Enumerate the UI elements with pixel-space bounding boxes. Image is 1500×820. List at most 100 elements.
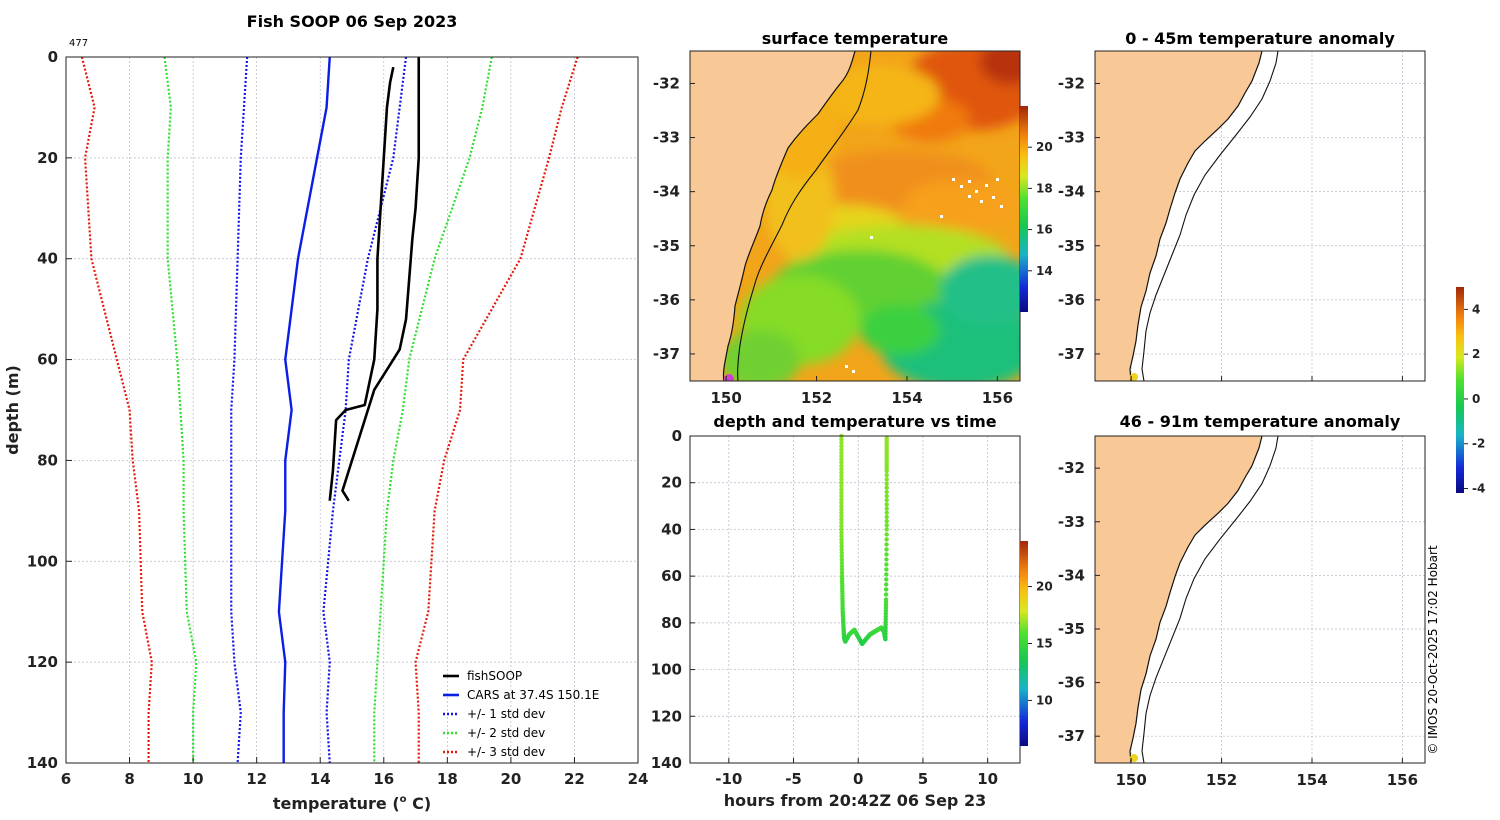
timeseries-point — [839, 530, 844, 535]
timeseries-point — [839, 540, 844, 545]
timeseries-point — [839, 513, 844, 519]
series-fish_down — [341, 57, 421, 502]
profile-legend: fishSOOP CARS at 37.4S 150.1E +/- 1 std de… — [443, 669, 599, 759]
profile-ytick-label: 140 — [27, 754, 58, 772]
profile-ytick-label: 80 — [37, 451, 58, 469]
profile-ytick-label: 60 — [37, 351, 58, 369]
timeseries-ytick-label: 80 — [661, 614, 682, 632]
timeseries-point — [884, 547, 889, 552]
timeseries-colorbar — [1020, 541, 1028, 746]
timeseries-point — [839, 457, 844, 462]
profile-xtick-label: 8 — [124, 770, 134, 788]
map-xtick-label: 156 — [982, 389, 1013, 407]
map-ytick-label: -32 — [1058, 459, 1085, 477]
map-ytick-label: -37 — [653, 345, 680, 363]
map-ytick-label: -36 — [1058, 291, 1085, 309]
colorbar-tick-label: 20 — [1036, 580, 1053, 594]
timeseries-xtick-label: 10 — [977, 770, 998, 788]
colorbar-tick-label: 10 — [1036, 693, 1053, 707]
map-xtick-label: 152 — [1206, 771, 1237, 789]
timeseries-point — [839, 503, 844, 509]
coastline — [1129, 50, 1263, 382]
timeseries-point — [839, 453, 844, 459]
sst-title: surface temperature — [762, 29, 949, 48]
legend-label: fishSOOP — [467, 669, 522, 683]
map-xtick-label: 154 — [891, 389, 922, 407]
timeseries-point — [839, 473, 844, 479]
timeseries-point — [839, 537, 844, 542]
colorbar-tick-label: 14 — [1036, 264, 1053, 278]
anomaly-deep-title: 46 - 91m temperature anomaly — [1120, 412, 1401, 431]
timeseries-point — [839, 527, 844, 532]
timeseries-xtick-label: -10 — [715, 770, 742, 788]
colorbar-tick-label: 16 — [1036, 223, 1053, 237]
timeseries-point — [884, 527, 889, 532]
timeseries-point — [839, 570, 845, 576]
timeseries-point — [884, 577, 889, 582]
map-ytick-label: -33 — [653, 129, 680, 147]
sst-colorbar — [1020, 106, 1028, 312]
profile-ytick-label: 20 — [37, 149, 58, 167]
timeseries-point — [883, 587, 889, 592]
timeseries-point — [839, 463, 844, 469]
series-cars — [277, 56, 331, 763]
timeseries-point — [839, 437, 844, 442]
series-s3_lo — [80, 56, 153, 763]
map-ytick-label: -32 — [653, 74, 680, 92]
timeseries-point — [883, 582, 889, 587]
profile-xtick-label: 22 — [564, 770, 585, 788]
profile-ticks: 6 8 10 12 14 16 18 20 22 24 0 20 40 60 80 100 120 140 — [27, 48, 649, 788]
timeseries-gridlines — [690, 435, 1020, 764]
timeseries-point — [839, 510, 844, 515]
timeseries-point — [884, 493, 889, 499]
map-axes-box — [1094, 435, 1426, 764]
timeseries-point — [839, 523, 844, 529]
timeseries-point — [884, 510, 889, 515]
map-ytick-label: -33 — [1058, 129, 1085, 147]
timeseries-point — [884, 572, 889, 577]
timeseries-point — [839, 507, 844, 512]
timeseries-point — [884, 562, 889, 567]
timeseries-point — [884, 518, 889, 524]
map-ytick-label: -34 — [1058, 183, 1085, 201]
sst-ticks: -32 -33 -34 -35 -36 -37 150 152 154 156 — [653, 74, 1013, 407]
timeseries-point — [839, 483, 844, 489]
timeseries-point — [884, 498, 889, 503]
map-xtick-label: 152 — [801, 389, 832, 407]
timeseries-ytick-label: 140 — [651, 754, 682, 772]
profile-xtick-label: 24 — [628, 770, 649, 788]
timeseries-ytick-label: 40 — [661, 520, 682, 538]
anomaly-shallow-title: 0 - 45m temperature anomaly — [1125, 29, 1395, 48]
timeseries-point — [884, 552, 889, 557]
land-mass — [1095, 51, 1262, 381]
series-s1_lo — [230, 56, 249, 764]
credit-text: © IMOS 20-Oct-2025 17:02 Hobart — [1426, 545, 1440, 755]
timeseries-point — [884, 485, 889, 490]
timeseries-point — [839, 550, 844, 555]
profile-xtick-label: 16 — [373, 770, 394, 788]
anomaly-marker — [1130, 373, 1138, 381]
timeseries-point — [884, 489, 889, 495]
timeseries-point — [839, 447, 844, 452]
map-xtick-label: 154 — [1296, 771, 1327, 789]
map-ytick-label: -34 — [1058, 566, 1085, 584]
timeseries-axes-box — [689, 435, 1021, 764]
timeseries-point — [839, 470, 844, 475]
map-axes-box — [1094, 50, 1426, 382]
profile-ylabel: depth (m) — [3, 365, 22, 455]
timeseries-point — [839, 563, 845, 569]
map-xtick-label: 150 — [1116, 771, 1147, 789]
profile-axes-box — [65, 56, 639, 764]
timeseries-xlabel: hours from 20:42Z 06 Sep 23 — [724, 791, 986, 810]
anomaly-marker — [1130, 754, 1138, 762]
coastline — [1129, 435, 1263, 764]
profile-xtick-label: 20 — [500, 770, 521, 788]
map-ytick-label: -34 — [653, 183, 680, 201]
timeseries-point — [839, 460, 844, 465]
map-ytick-label: -37 — [1058, 727, 1085, 745]
timeseries-point — [839, 443, 844, 449]
timeseries-point — [839, 543, 844, 549]
timeseries-point — [884, 481, 889, 486]
